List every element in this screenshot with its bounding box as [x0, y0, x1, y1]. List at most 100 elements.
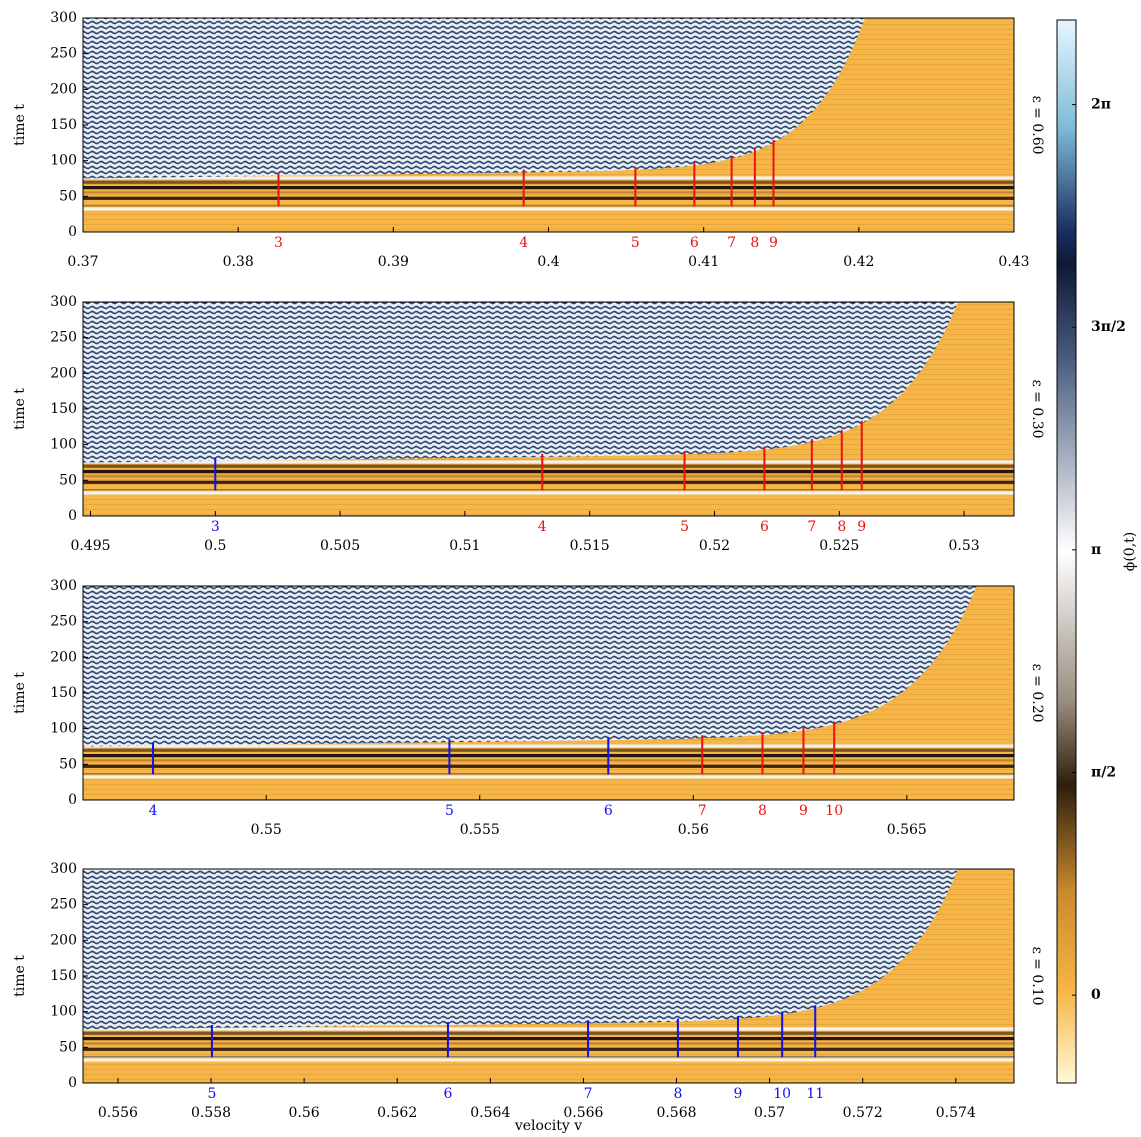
heatmap: 0 50 100 150 200 250 300 0.495 0.5 0.505 0.51 0.515… [12, 294, 1045, 554]
marker-label: 3 [211, 519, 220, 535]
x-tick-label: 0.564 [470, 1105, 510, 1121]
colorbar-tick-label: π/2 [1091, 764, 1116, 780]
x-tick-label: 0.556 [98, 1105, 138, 1121]
heatmap-band [83, 748, 1014, 752]
marker-label: 7 [698, 803, 707, 819]
panel-label: ε = 0.60 [1029, 95, 1045, 154]
marker-label: 7 [727, 235, 736, 251]
heatmap-band [83, 489, 1014, 491]
heatmap-band [83, 1056, 1014, 1058]
y-tick-label: 300 [50, 10, 77, 26]
heatmap: 0 50 100 150 200 250 300 0.55 0.555 0.56 0.565 4 5 6 7… [12, 578, 1045, 838]
heatmap-band [83, 180, 1014, 184]
marker-label: 7 [807, 519, 816, 535]
heatmap-band [83, 491, 1014, 495]
y-tick-label: 0 [68, 1075, 77, 1091]
heatmap-body [83, 586, 1014, 800]
marker-label: 8 [758, 803, 767, 819]
heatmap-band [83, 1058, 1014, 1062]
y-tick-label: 250 [50, 46, 77, 62]
y-tick-label: 250 [50, 330, 77, 346]
heatmap-band [83, 176, 1014, 180]
x-tick-label: 0.565 [887, 822, 927, 838]
colorbar-tick-label: 0 [1091, 987, 1101, 1003]
y-axis-label: time t [12, 955, 28, 997]
marker-label: 8 [750, 235, 759, 251]
x-tick-label: 0.39 [378, 254, 409, 270]
marker-label: 6 [760, 519, 769, 535]
y-tick-label: 0 [68, 508, 77, 524]
heatmap-band [83, 753, 1014, 758]
marker-label: 10 [825, 803, 843, 819]
heatmap-band [83, 207, 1014, 211]
marker-label: 4 [149, 803, 158, 819]
marker-label: 9 [857, 519, 866, 535]
heatmap-band [83, 744, 1014, 748]
marker-label: 6 [443, 1086, 452, 1102]
heatmap-body [83, 302, 1014, 516]
marker-label: 11 [806, 1086, 824, 1102]
marker-label: 10 [773, 1086, 791, 1102]
marker-label: 5 [680, 519, 689, 535]
marker-label: 4 [538, 519, 547, 535]
y-tick-label: 50 [59, 188, 77, 204]
x-tick-label: 0.525 [819, 538, 859, 554]
y-tick-label: 50 [59, 472, 77, 488]
marker-label: 6 [604, 803, 613, 819]
panel-label: ε = 0.20 [1029, 663, 1045, 722]
x-tick-label: 0.515 [570, 538, 610, 554]
marker-label: 7 [584, 1086, 593, 1102]
x-tick-label: 0.572 [843, 1105, 883, 1121]
y-tick-label: 0 [68, 792, 77, 808]
y-tick-label: 150 [50, 401, 77, 417]
x-tick-label: 0.37 [67, 254, 98, 270]
x-tick-label: 0.43 [998, 254, 1029, 270]
heatmap-band [83, 480, 1014, 484]
heatmap-band [83, 1031, 1014, 1035]
x-tick-label: 0.495 [70, 538, 110, 554]
heatmap-band [83, 759, 1014, 762]
x-tick-label: 0.574 [936, 1105, 976, 1121]
heatmap: 0 50 100 150 200 250 300 0.37 0.38 0.39 0.4 0.41 0.4… [12, 10, 1045, 270]
heatmap-waves [83, 18, 866, 179]
y-tick-label: 150 [50, 685, 77, 701]
x-tick-label: 0.55 [251, 822, 282, 838]
y-tick-label: 200 [50, 81, 77, 97]
y-tick-label: 300 [50, 861, 77, 877]
x-tick-label: 0.57 [754, 1105, 785, 1121]
x-tick-label: 0.42 [843, 254, 874, 270]
x-tick-label: 0.41 [688, 254, 719, 270]
heatmap-band [83, 1036, 1014, 1041]
heatmap-band [83, 1027, 1014, 1031]
marker-label: 3 [274, 235, 283, 251]
heatmap-band [83, 764, 1014, 768]
marker-label: 5 [445, 803, 454, 819]
x-tick-label: 0.505 [320, 538, 360, 554]
y-tick-label: 300 [50, 294, 77, 310]
x-axis-label: velocity v [514, 1118, 582, 1133]
y-tick-label: 250 [50, 614, 77, 630]
colorbar-tick-label: 3π/2 [1091, 319, 1126, 335]
colorbar-label: ϕ(0,t) [1122, 532, 1138, 571]
marker-label: 8 [673, 1086, 682, 1102]
heatmap-band [83, 1047, 1014, 1051]
x-tick-label: 0.562 [377, 1105, 417, 1121]
marker-label: 5 [631, 235, 640, 251]
heatmap-band [83, 460, 1014, 464]
y-tick-label: 200 [50, 649, 77, 665]
y-tick-label: 100 [50, 153, 77, 169]
heatmap-band [83, 475, 1014, 478]
colorbar-fill [1056, 19, 1077, 1084]
marker-label: 9 [799, 803, 808, 819]
colorbar-tick-label: π [1091, 542, 1101, 558]
y-tick-label: 300 [50, 578, 77, 594]
heatmap-waves [83, 869, 959, 1030]
heatmap: 0 50 100 150 200 250 300 0.556 0.558 0.56 0.562 0.5… [12, 861, 1045, 1134]
x-tick-label: 0.5 [204, 538, 226, 554]
marker-label: 8 [837, 519, 846, 535]
heatmap-body [83, 869, 1014, 1083]
x-tick-label: 0.38 [223, 254, 254, 270]
x-tick-label: 0.555 [460, 822, 500, 838]
y-tick-label: 200 [50, 365, 77, 381]
x-tick-label: 0.568 [656, 1105, 696, 1121]
